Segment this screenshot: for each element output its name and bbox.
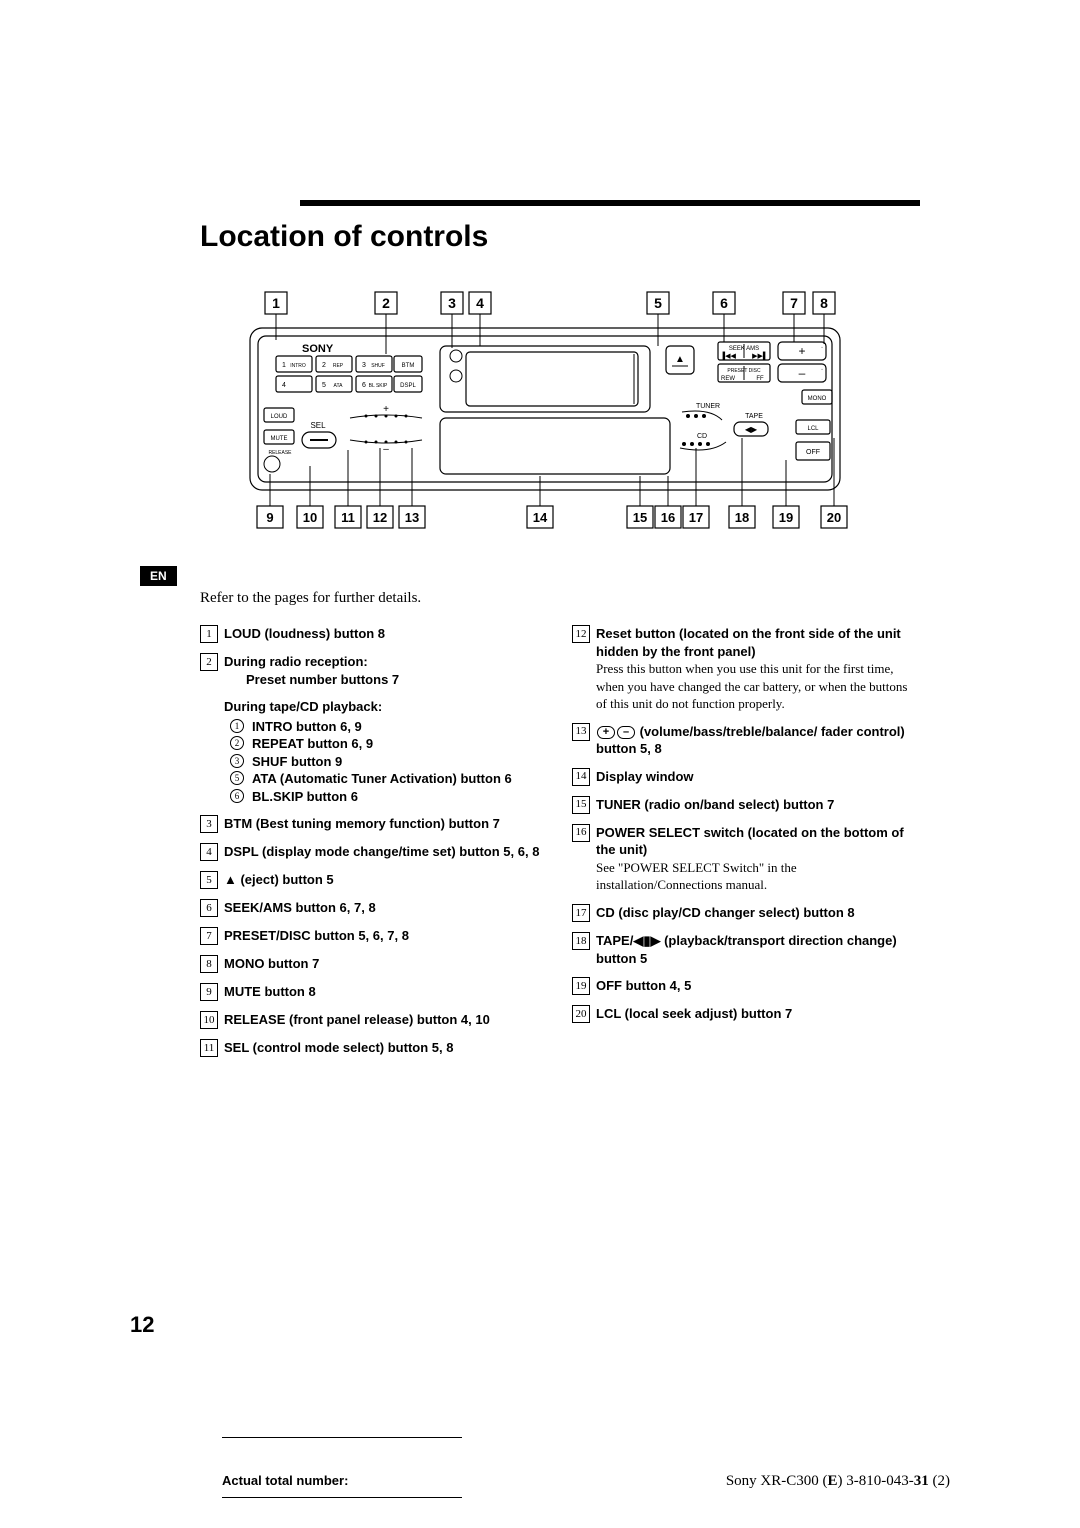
svg-text:FF: FF (756, 376, 764, 382)
svg-text:▶▶▌: ▶▶▌ (752, 351, 768, 361)
svg-text:18: 18 (735, 510, 749, 525)
list-item: 5▲ (eject) button 5 (200, 871, 540, 889)
svg-text:14: 14 (533, 510, 548, 525)
svg-text:RELEASE: RELEASE (268, 450, 292, 456)
svg-text:16: 16 (661, 510, 675, 525)
svg-text:1: 1 (272, 295, 280, 311)
svg-text:11: 11 (341, 510, 355, 525)
svg-text:20: 20 (827, 510, 841, 525)
list-item: 10RELEASE (front panel release) button 4… (200, 1011, 540, 1029)
svg-text:3: 3 (448, 295, 456, 311)
right-column: 12Reset button (located on the front sid… (572, 625, 912, 1067)
svg-text:BL SKIP: BL SKIP (369, 383, 388, 389)
list-item: 16POWER SELECT switch (located on the bo… (572, 824, 912, 894)
footer-right: Sony XR-C300 (E) 3-810-043-31 (2) (726, 1473, 950, 1490)
svg-text:6: 6 (362, 382, 366, 389)
list-item: 6SEEK/AMS button 6, 7, 8 (200, 899, 540, 917)
section-divider (300, 200, 920, 206)
svg-text:2: 2 (322, 362, 326, 369)
list-item: 12Reset button (located on the front sid… (572, 625, 912, 713)
svg-text:LCL: LCL (807, 426, 819, 432)
svg-text:19: 19 (779, 510, 793, 525)
svg-text:SHUF: SHUF (371, 363, 385, 369)
language-tab: EN (140, 566, 177, 586)
svg-text:REP: REP (333, 363, 344, 369)
svg-text:TUNER: TUNER (696, 403, 720, 410)
footer-rule (222, 1497, 462, 1498)
page-number: 12 (130, 1312, 154, 1338)
svg-text:▐◀◀: ▐◀◀ (720, 351, 736, 361)
svg-text:MUTE: MUTE (271, 436, 288, 442)
svg-text:OFF: OFF (806, 449, 820, 456)
svg-text:+: + (798, 344, 805, 358)
list-item: 18TAPE/◀▮▶ (playback/transport direction… (572, 932, 912, 967)
svg-text:◦: ◦ (821, 367, 823, 373)
svg-text:9: 9 (266, 510, 273, 525)
svg-text:–: – (383, 444, 389, 455)
list-item: 14Display window (572, 768, 912, 786)
list-item: 4DSPL (display mode change/time set) but… (200, 843, 540, 861)
svg-text:◦: ◦ (821, 345, 823, 351)
svg-text:12: 12 (373, 510, 387, 525)
svg-text:INTRO: INTRO (290, 363, 306, 369)
svg-text:▲: ▲ (675, 354, 685, 365)
list-item: 1LOUD (loudness) button 8 (200, 625, 540, 643)
footer-rule (222, 1437, 462, 1438)
intro-text: Refer to the pages for further details. (200, 590, 950, 607)
svg-text:DSPL: DSPL (400, 383, 416, 389)
svg-text:CD: CD (697, 433, 707, 440)
svg-text:ATA: ATA (334, 383, 344, 389)
svg-text:6: 6 (720, 295, 728, 311)
svg-text:5: 5 (654, 295, 662, 311)
footer: Actual total number: Sony XR-C300 (E) 3-… (130, 1473, 950, 1488)
list-item: 13+– (volume/bass/treble/balance/ fader … (572, 723, 912, 758)
svg-text:4: 4 (282, 382, 286, 389)
svg-text:8: 8 (820, 295, 828, 311)
svg-text:LOUD: LOUD (271, 414, 288, 420)
section-title: Location of controls (200, 220, 950, 254)
list-item: 15TUNER (radio on/band select) button 7 (572, 796, 912, 814)
list-item: 7PRESET/DISC button 5, 6, 7, 8 (200, 927, 540, 945)
left-column: 1LOUD (loudness) button 8 2During radio r… (200, 625, 540, 1067)
list-item: 11SEL (control mode select) button 5, 8 (200, 1039, 540, 1057)
svg-text:+: + (383, 404, 389, 415)
list-item: 20LCL (local seek adjust) button 7 (572, 1005, 912, 1023)
svg-text:7: 7 (790, 295, 798, 311)
list-item: 17CD (disc play/CD changer select) butto… (572, 904, 912, 922)
svg-text:–: – (799, 366, 806, 380)
list-item: 19OFF button 4, 5 (572, 977, 912, 995)
svg-text:4: 4 (476, 295, 484, 311)
svg-text:3: 3 (362, 362, 366, 369)
svg-text:REW: REW (721, 376, 735, 382)
controls-diagram: 1234567891011121314151617181920SONY1INTR… (230, 290, 850, 530)
svg-text:SONY: SONY (302, 343, 334, 355)
svg-text:15: 15 (633, 510, 647, 525)
svg-text:MONO: MONO (808, 396, 827, 402)
svg-text:2: 2 (382, 295, 390, 311)
svg-text:◀▶: ◀▶ (745, 425, 758, 434)
control-list: 1LOUD (loudness) button 8 2During radio r… (200, 625, 950, 1067)
svg-text:BTM: BTM (402, 363, 415, 369)
svg-text:13: 13 (405, 510, 419, 525)
svg-text:10: 10 (303, 510, 317, 525)
list-item: 2During radio reception:Preset number bu… (200, 653, 540, 805)
list-item: 3BTM (Best tuning memory function) butto… (200, 815, 540, 833)
svg-text:TAPE: TAPE (745, 413, 763, 420)
svg-text:1: 1 (282, 362, 286, 369)
svg-text:17: 17 (689, 510, 703, 525)
list-item: 8MONO button 7 (200, 955, 540, 973)
list-item: 9MUTE button 8 (200, 983, 540, 1001)
svg-text:SEL: SEL (310, 421, 326, 430)
svg-text:5: 5 (322, 382, 326, 389)
